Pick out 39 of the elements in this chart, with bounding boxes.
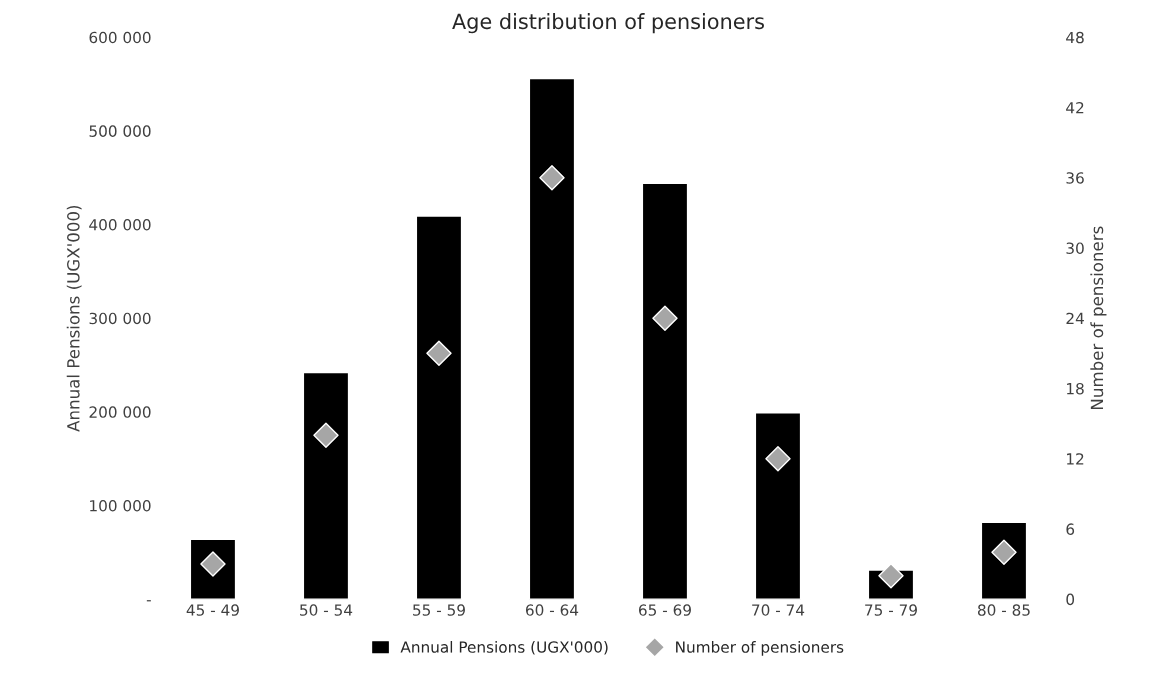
- y-tick-label: -: [146, 600, 151, 602]
- y2-tick-label: 42: [1066, 101, 1084, 114]
- x-tick-label: 45 - 49: [186, 604, 239, 616]
- y-tick-label: 100 000: [90, 499, 151, 512]
- y-axis-title: Annual Pensions (UGX'000): [66, 205, 82, 432]
- x-tick-label: 50 - 54: [300, 604, 353, 616]
- y2-axis-title: Number of pensioners: [1090, 226, 1107, 409]
- legend-label: Number of pensioners: [676, 640, 844, 656]
- y2-tick-label: 6: [1066, 523, 1075, 535]
- y2-tick-label: 24: [1066, 312, 1084, 324]
- y-tick-label: 300 000: [89, 312, 151, 325]
- point: [313, 422, 339, 448]
- bar: [641, 182, 689, 600]
- bar: [754, 412, 802, 600]
- point: [539, 164, 565, 191]
- y2-tick-label: 36: [1066, 172, 1084, 184]
- bar: [302, 371, 350, 600]
- y2-tick-label: 30: [1066, 242, 1084, 254]
- x-tick-label: 60 - 64: [525, 604, 579, 616]
- x-tick-label: 70 - 74: [752, 604, 805, 616]
- bar: [415, 215, 463, 600]
- point: [765, 445, 791, 472]
- y2-tick-label: 0: [1066, 593, 1075, 606]
- x-tick-label: 65 - 69: [638, 604, 691, 616]
- x-tick-label: 80 - 85: [977, 604, 1030, 616]
- point: [426, 340, 452, 367]
- point: [652, 305, 678, 331]
- y-tick-label: 600 000: [89, 31, 151, 44]
- y2-tick-label: 18: [1067, 382, 1084, 395]
- legend-label: Annual Pensions (UGX'000): [400, 640, 608, 655]
- y2-tick-label: 12: [1067, 453, 1084, 465]
- chart-title: Age distribution of pensioners: [452, 13, 764, 34]
- y-tick-label: 400 000: [89, 219, 151, 231]
- x-tick-label: 55 - 59: [413, 604, 465, 616]
- y-tick-label: 500 000: [89, 125, 151, 137]
- y2-tick-label: 48: [1066, 31, 1084, 44]
- y-tick-label: 200 000: [89, 406, 151, 418]
- bar: [528, 77, 576, 600]
- x-tick-label: 75 - 79: [865, 604, 917, 616]
